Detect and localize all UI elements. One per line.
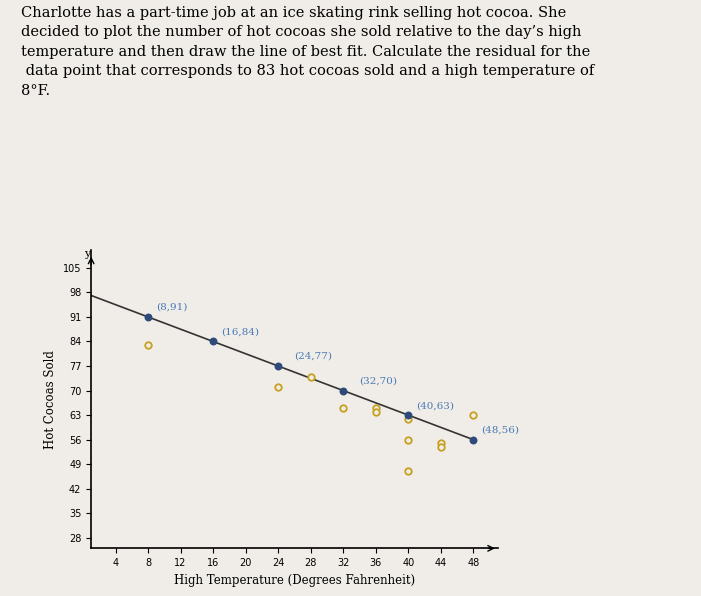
Point	[273, 382, 284, 392]
Point	[338, 403, 349, 413]
Point	[402, 410, 414, 420]
Text: (48,56): (48,56)	[482, 426, 519, 434]
Point	[77, 288, 88, 297]
Point	[370, 403, 381, 413]
Text: Charlotte has a part-time job at an ice skating rink selling hot cocoa. She
deci: Charlotte has a part-time job at an ice …	[21, 6, 594, 98]
Point	[273, 361, 284, 371]
Point	[305, 372, 316, 381]
Text: (8,91): (8,91)	[156, 303, 188, 312]
Point	[435, 439, 447, 448]
Y-axis label: Hot Cocoas Sold: Hot Cocoas Sold	[44, 350, 57, 449]
Point	[468, 410, 479, 420]
Point	[402, 414, 414, 423]
X-axis label: High Temperature (Degrees Fahrenheit): High Temperature (Degrees Fahrenheit)	[174, 573, 415, 586]
Point	[435, 442, 447, 451]
Point	[207, 337, 219, 346]
Point	[402, 467, 414, 476]
Text: (16,84): (16,84)	[222, 327, 259, 337]
Point	[142, 312, 154, 322]
Point	[338, 386, 349, 395]
Point	[142, 340, 154, 350]
Text: (32,70): (32,70)	[360, 377, 397, 386]
Text: (40,63): (40,63)	[416, 401, 454, 410]
Point	[468, 435, 479, 445]
Point	[402, 435, 414, 445]
Text: y: y	[84, 249, 90, 259]
Point	[370, 407, 381, 417]
Text: (24,77): (24,77)	[294, 352, 332, 361]
Text: (0,98): (0,98)	[0, 595, 1, 596]
